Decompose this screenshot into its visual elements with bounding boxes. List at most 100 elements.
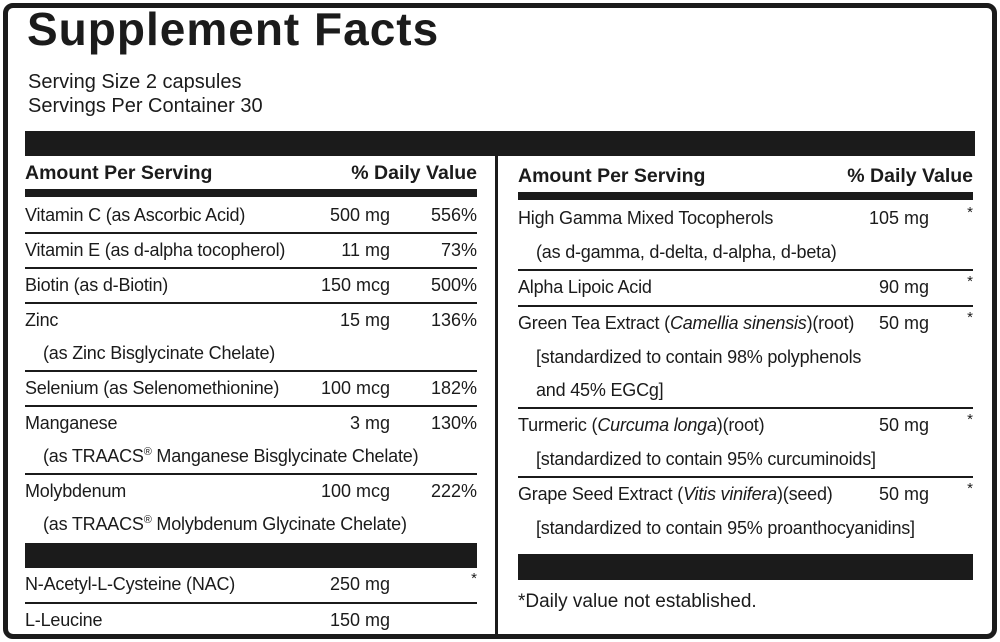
ingredient-daily-value: *	[929, 271, 973, 305]
ingredient-daily-value: 73%	[440, 240, 477, 260]
ingredient-name: Vitamin C (as Ascorbic Acid)	[25, 205, 246, 225]
ingredient-row: Vitamin E (as d-alpha tocopherol) 11 mg 73…	[25, 234, 477, 269]
ingredient-row-main: Manganese 3 mg 130%	[25, 407, 477, 440]
ingredient-amount: 50 mg	[878, 313, 929, 333]
ingredient-daily-value	[390, 604, 477, 637]
ingredient-name: Zinc	[25, 310, 59, 330]
ingredient-name-text: Turmeric (	[518, 415, 598, 435]
ingredient-name: Alpha Lipoic Acid	[518, 277, 652, 297]
ingredient-row: L-Leucine 150 mg	[25, 604, 477, 637]
ingredient-row: Molybdenum 100 mcg 222% (as TRAACS® Molybde…	[25, 475, 477, 541]
ingredient-row: Selenium (as Selenomethionine) 100 mcg 182…	[25, 372, 477, 407]
ingredient-daily-value: 222%	[430, 481, 477, 501]
ingredient-amount: 90 mg	[878, 277, 929, 297]
ingredient-name: N-Acetyl-L-Cysteine (NAC)	[25, 574, 236, 594]
ingredient-daily-value: 130%	[430, 413, 477, 433]
ingredient-name-text: Green Tea Extract (	[518, 313, 670, 333]
ingredient-amount: 11 mg	[341, 240, 390, 260]
right-column: Amount Per Serving % Daily Value High Ga…	[518, 160, 973, 618]
botanical-name: Camellia sinensis	[669, 313, 807, 333]
ingredient-name: L-Leucine	[25, 610, 103, 630]
ingredient-row-main: Alpha Lipoic Acid 90 mg *	[518, 271, 973, 305]
amount-per-serving-header: Amount Per Serving	[518, 164, 706, 187]
section-divider-bar	[518, 554, 973, 580]
daily-value-asterisk: *	[967, 273, 973, 290]
ingredient-daily-value: *	[929, 409, 973, 443]
daily-value-header: % Daily Value	[847, 164, 973, 187]
ingredient-name: Molybdenum	[25, 481, 127, 501]
ingredient-row-main: Zinc 15 mg 136%	[25, 304, 477, 337]
ingredient-daily-value: 136%	[430, 310, 477, 330]
ingredient-amount: 3 mg	[349, 413, 390, 433]
ingredient-subline: (as Zinc Bisglycinate Chelate)	[43, 343, 276, 363]
ingredient-row-main: Vitamin E (as d-alpha tocopherol) 11 mg 73…	[25, 234, 477, 267]
column-divider	[495, 156, 498, 634]
ingredient-name: Biotin (as d-Biotin)	[25, 275, 169, 295]
ingredient-amount: 15 mg	[339, 310, 390, 330]
ingredient-row: Alpha Lipoic Acid 90 mg *	[518, 271, 973, 307]
section-divider-bar	[25, 131, 975, 156]
left-column-header: Amount Per Serving % Daily Value	[25, 157, 477, 189]
left-column: Amount Per Serving % Daily Value Vitamin…	[25, 157, 477, 637]
ingredient-row: Zinc 15 mg 136% (as Zinc Bisglycinate Chela…	[25, 304, 477, 372]
registered-mark: ®	[143, 514, 152, 526]
ingredient-row-main: Selenium (as Selenomethionine) 100 mcg 182…	[25, 372, 477, 405]
ingredient-name-text: )(seed)	[776, 484, 833, 504]
daily-value-asterisk: *	[471, 570, 477, 587]
ingredient-row-main: High Gamma Mixed Tocopherols 105 mg *	[518, 202, 973, 236]
ingredient-subline: [standardized to contain 95% proanthocya…	[536, 518, 915, 538]
ingredient-daily-value: 500%	[430, 275, 477, 295]
ingredient-name: Manganese	[25, 413, 118, 433]
ingredient-row-main: L-Leucine 150 mg	[25, 604, 477, 637]
header-underline-bar	[25, 189, 477, 197]
daily-value-asterisk: *	[967, 309, 973, 326]
ingredient-subline: [standardized to contain 95% curcuminoid…	[536, 449, 876, 469]
ingredient-amount: 105 mg	[868, 208, 929, 228]
header-underline-bar	[518, 192, 973, 200]
ingredient-row-main: Vitamin C (as Ascorbic Acid) 500 mg 556%	[25, 199, 477, 232]
ingredient-row-main: Grape Seed Extract (Vitis vinifera)(seed…	[518, 478, 973, 512]
ingredient-daily-value: *	[929, 478, 973, 512]
ingredient-row-main: Turmeric (Curcuma longa)(root) 50 mg *	[518, 409, 973, 443]
ingredient-amount: 50 mg	[878, 415, 929, 435]
ingredient-amount: 150 mg	[329, 610, 390, 630]
amount-per-serving-header: Amount Per Serving	[25, 161, 213, 184]
ingredient-daily-value: 556%	[430, 205, 477, 225]
ingredient-row: Biotin (as d-Biotin) 150 mcg 500%	[25, 269, 477, 304]
serving-info: Serving Size 2 capsules Servings Per Con…	[28, 70, 263, 118]
daily-value-asterisk: *	[967, 204, 973, 221]
section-divider-bar	[25, 543, 477, 568]
right-column-header: Amount Per Serving % Daily Value	[518, 160, 973, 192]
ingredient-daily-value: *	[929, 202, 973, 236]
daily-value-asterisk: *	[967, 411, 973, 428]
ingredient-row: Vitamin C (as Ascorbic Acid) 500 mg 556%	[25, 199, 477, 234]
registered-mark: ®	[143, 446, 152, 458]
left-ingredient-rows: Vitamin C (as Ascorbic Acid) 500 mg 556% Vi…	[25, 199, 477, 541]
ingredient-row: Turmeric (Curcuma longa)(root) 50 mg * [sta…	[518, 409, 973, 478]
ingredient-name-text: )(root)	[716, 415, 765, 435]
ingredient-subline: (as d-gamma, d-delta, d-alpha, d-beta)	[536, 242, 837, 262]
ingredient-row-main: N-Acetyl-L-Cysteine (NAC) 250 mg *	[25, 568, 477, 602]
botanical-name: Vitis vinifera	[683, 484, 777, 504]
left-amino-rows: N-Acetyl-L-Cysteine (NAC) 250 mg * L-Leucin…	[25, 568, 477, 637]
ingredient-row: Manganese 3 mg 130% (as TRAACS® Manganese B…	[25, 407, 477, 475]
servings-per-container: Servings Per Container 30	[28, 95, 263, 117]
ingredient-name-text: )(root)	[806, 313, 855, 333]
ingredient-amount: 100 mcg	[320, 378, 390, 398]
botanical-name: Curcuma longa	[597, 415, 717, 435]
ingredient-row-main: Green Tea Extract (Camellia sinensis)(ro…	[518, 307, 973, 341]
ingredient-name-text: Grape Seed Extract (	[518, 484, 684, 504]
ingredient-subline: (as TRAACS® Molybdenum Glycinate Chelate…	[43, 514, 407, 534]
ingredient-name: Turmeric (Curcuma longa)(root)	[518, 409, 823, 443]
ingredient-subline: and 45% EGCg]	[536, 380, 664, 400]
ingredient-row: Grape Seed Extract (Vitis vinifera)(seed…	[518, 478, 973, 545]
ingredient-daily-value: 182%	[430, 378, 477, 398]
serving-size: Serving Size 2 capsules	[28, 71, 242, 93]
ingredient-daily-value: *	[929, 307, 973, 341]
ingredient-daily-value: *	[390, 568, 477, 602]
ingredient-row: Green Tea Extract (Camellia sinensis)(ro…	[518, 307, 973, 409]
ingredient-amount: 150 mcg	[320, 275, 390, 295]
ingredient-subline: [standardized to contain 98% polyphenols	[536, 347, 862, 367]
ingredient-amount: 100 mcg	[320, 481, 390, 501]
